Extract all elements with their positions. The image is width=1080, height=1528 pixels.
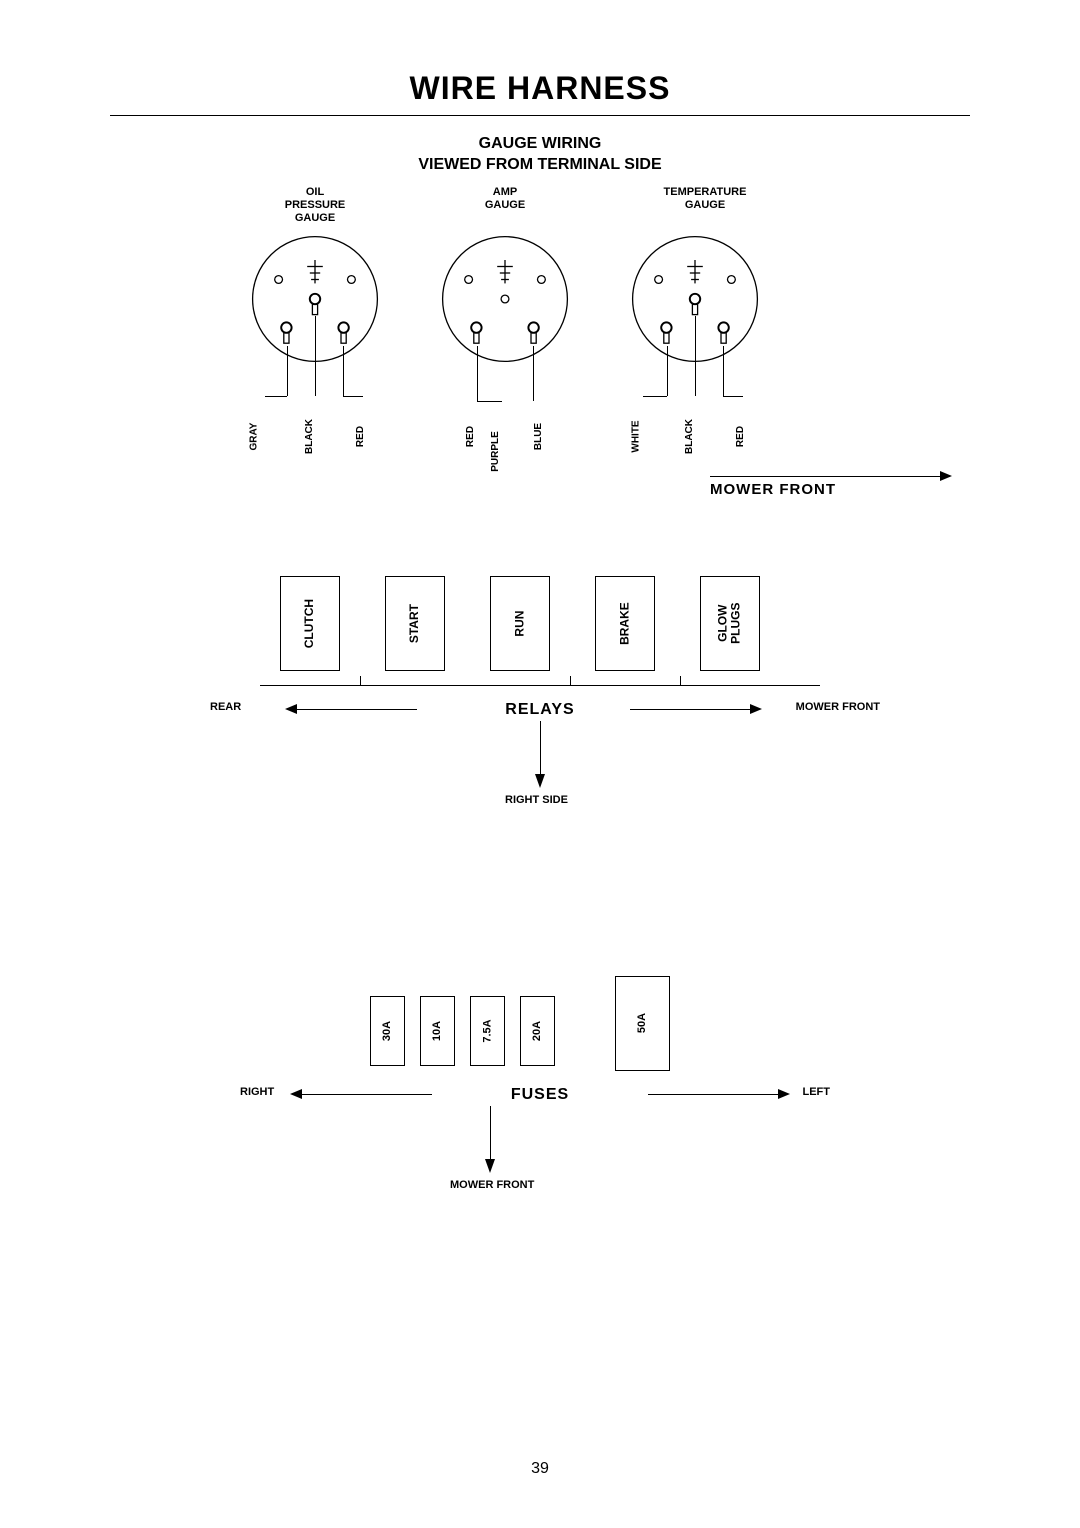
wire-purple: PURPLE <box>490 431 501 472</box>
mower-front-arrow: MOWER FRONT <box>710 476 950 498</box>
relays-title: RELAYS <box>505 701 574 718</box>
wire-red-2: RED <box>465 426 476 447</box>
fuse-7-5a: 7.5A <box>470 996 505 1066</box>
wire-black-1: BLACK <box>304 419 315 454</box>
fuses-diagram: 30A 10A 7.5A 20A 50A RIGHT FUSES LEFT MO… <box>230 976 850 1236</box>
gauge-subtitle: GAUGE WIRING VIEWED FROM TERMINAL SIDE <box>110 134 970 176</box>
relay-start: START <box>385 576 445 671</box>
relays-diagram: CLUTCH START RUN BRAKE GLOWPLUGS REAR RE… <box>230 576 850 836</box>
fuse-row: 30A 10A 7.5A 20A 50A <box>350 976 730 1086</box>
relay-row: CLUTCH START RUN BRAKE GLOWPLUGS <box>260 576 820 686</box>
gauge-wiring-diagram: OILPRESSUREGAUGE AMPGAUGE TEMPERATUREGAU… <box>230 186 850 506</box>
oil-pressure-gauge-label: OILPRESSUREGAUGE <box>265 186 365 226</box>
fuses-right-label: RIGHT <box>240 1086 274 1098</box>
fuse-10a: 10A <box>420 996 455 1066</box>
relay-clutch: CLUTCH <box>280 576 340 671</box>
relay-mower-front-label: MOWER FRONT <box>796 701 880 713</box>
subtitle-line2: VIEWED FROM TERMINAL SIDE <box>418 156 661 173</box>
mower-front-label: MOWER FRONT <box>710 481 836 498</box>
fuses-title: FUSES <box>511 1086 569 1103</box>
fuse-30a: 30A <box>370 996 405 1066</box>
relay-glow-plugs: GLOWPLUGS <box>700 576 760 671</box>
wire-red-1: RED <box>355 426 366 447</box>
wire-red-3: RED <box>735 426 746 447</box>
fuses-left-label: LEFT <box>803 1086 831 1098</box>
fuses-mower-front-label: MOWER FRONT <box>450 1179 534 1191</box>
subtitle-line1: GAUGE WIRING <box>479 135 602 152</box>
relay-run: RUN <box>490 576 550 671</box>
wire-white: WHITE <box>631 420 642 452</box>
page-number: 39 <box>0 1460 1080 1478</box>
fuse-50a: 50A <box>615 976 670 1071</box>
relay-right-side-label: RIGHT SIDE <box>505 794 568 806</box>
wire-gray: GRAY <box>248 422 259 450</box>
temperature-gauge-label: TEMPERATUREGAUGE <box>645 186 765 212</box>
relay-brake: BRAKE <box>595 576 655 671</box>
relay-rear-label: REAR <box>210 701 241 713</box>
page-title: WIRE HARNESS <box>110 70 970 116</box>
fuse-20a: 20A <box>520 996 555 1066</box>
amp-gauge <box>440 234 570 364</box>
amp-gauge-label: AMPGAUGE <box>475 186 535 212</box>
wire-blue: BLUE <box>533 422 544 449</box>
wire-black-2: BLACK <box>684 419 695 454</box>
